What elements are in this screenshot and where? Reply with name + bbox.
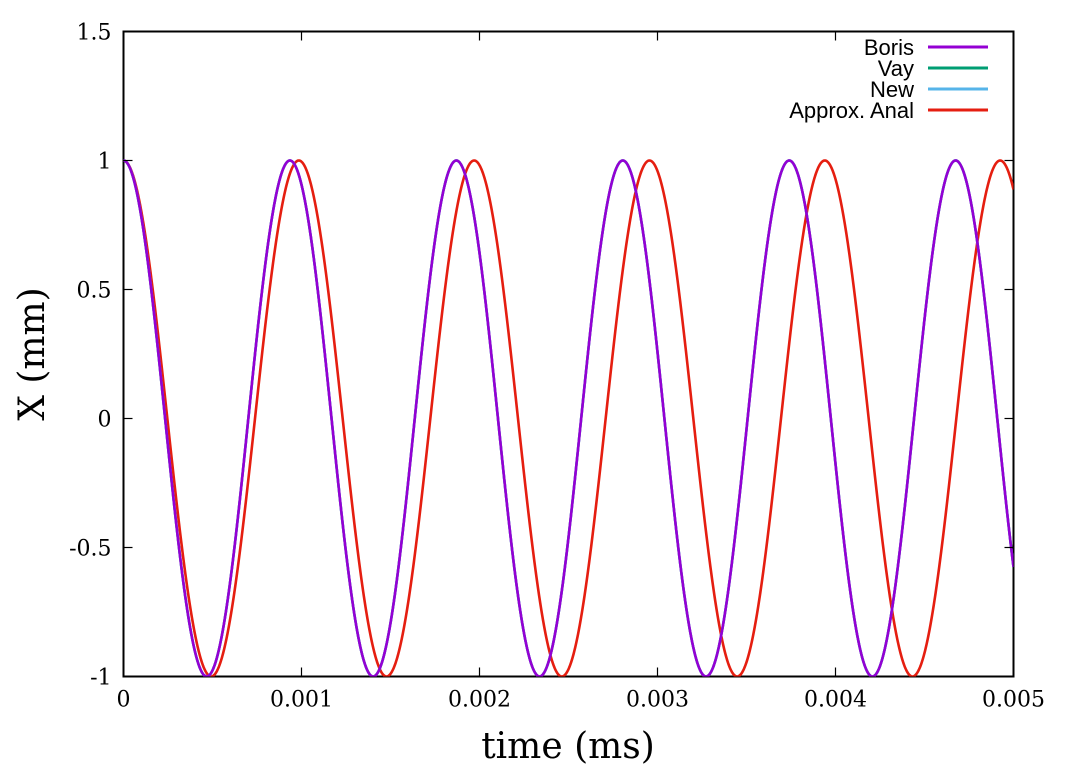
y-axis-title: X (mm) (12, 287, 53, 420)
y-tick-label: -0.5 (69, 537, 111, 562)
series-layer (123, 159, 1014, 677)
series-line-boris (123, 159, 1014, 677)
legend-label: Boris (864, 35, 914, 60)
ticks-layer: 0 0.001 0.002 0.003 0.004 0.005 -1 -0.5 0 0.5 1 1.5 (69, 21, 1045, 713)
legend-label: New (870, 77, 914, 102)
x-tick-label: 0.005 (982, 688, 1045, 713)
legend-label: Vay (878, 56, 914, 81)
x-tick-label: 0.001 (270, 688, 333, 713)
plot-frame (122, 30, 1015, 678)
series-line-approx-anal (123, 159, 1014, 677)
y-tick-label: 1.5 (77, 21, 112, 46)
y-tick-label: 0 (98, 408, 112, 433)
y-tick-label: -1 (90, 666, 111, 691)
series-line-new (123, 159, 1014, 677)
x-tick-label: 0.003 (626, 688, 689, 713)
y-tick-label: 0.5 (77, 279, 112, 304)
y-tick-label: 1 (98, 150, 112, 175)
x-tick-label: 0.002 (448, 688, 511, 713)
legend-label: Approx. Anal (789, 98, 914, 123)
x-tick-label: 0.004 (804, 688, 867, 713)
x-axis-title: time (ms) (481, 726, 655, 767)
series-line-vay (123, 159, 1014, 677)
x-tick-label: 0 (117, 688, 131, 713)
